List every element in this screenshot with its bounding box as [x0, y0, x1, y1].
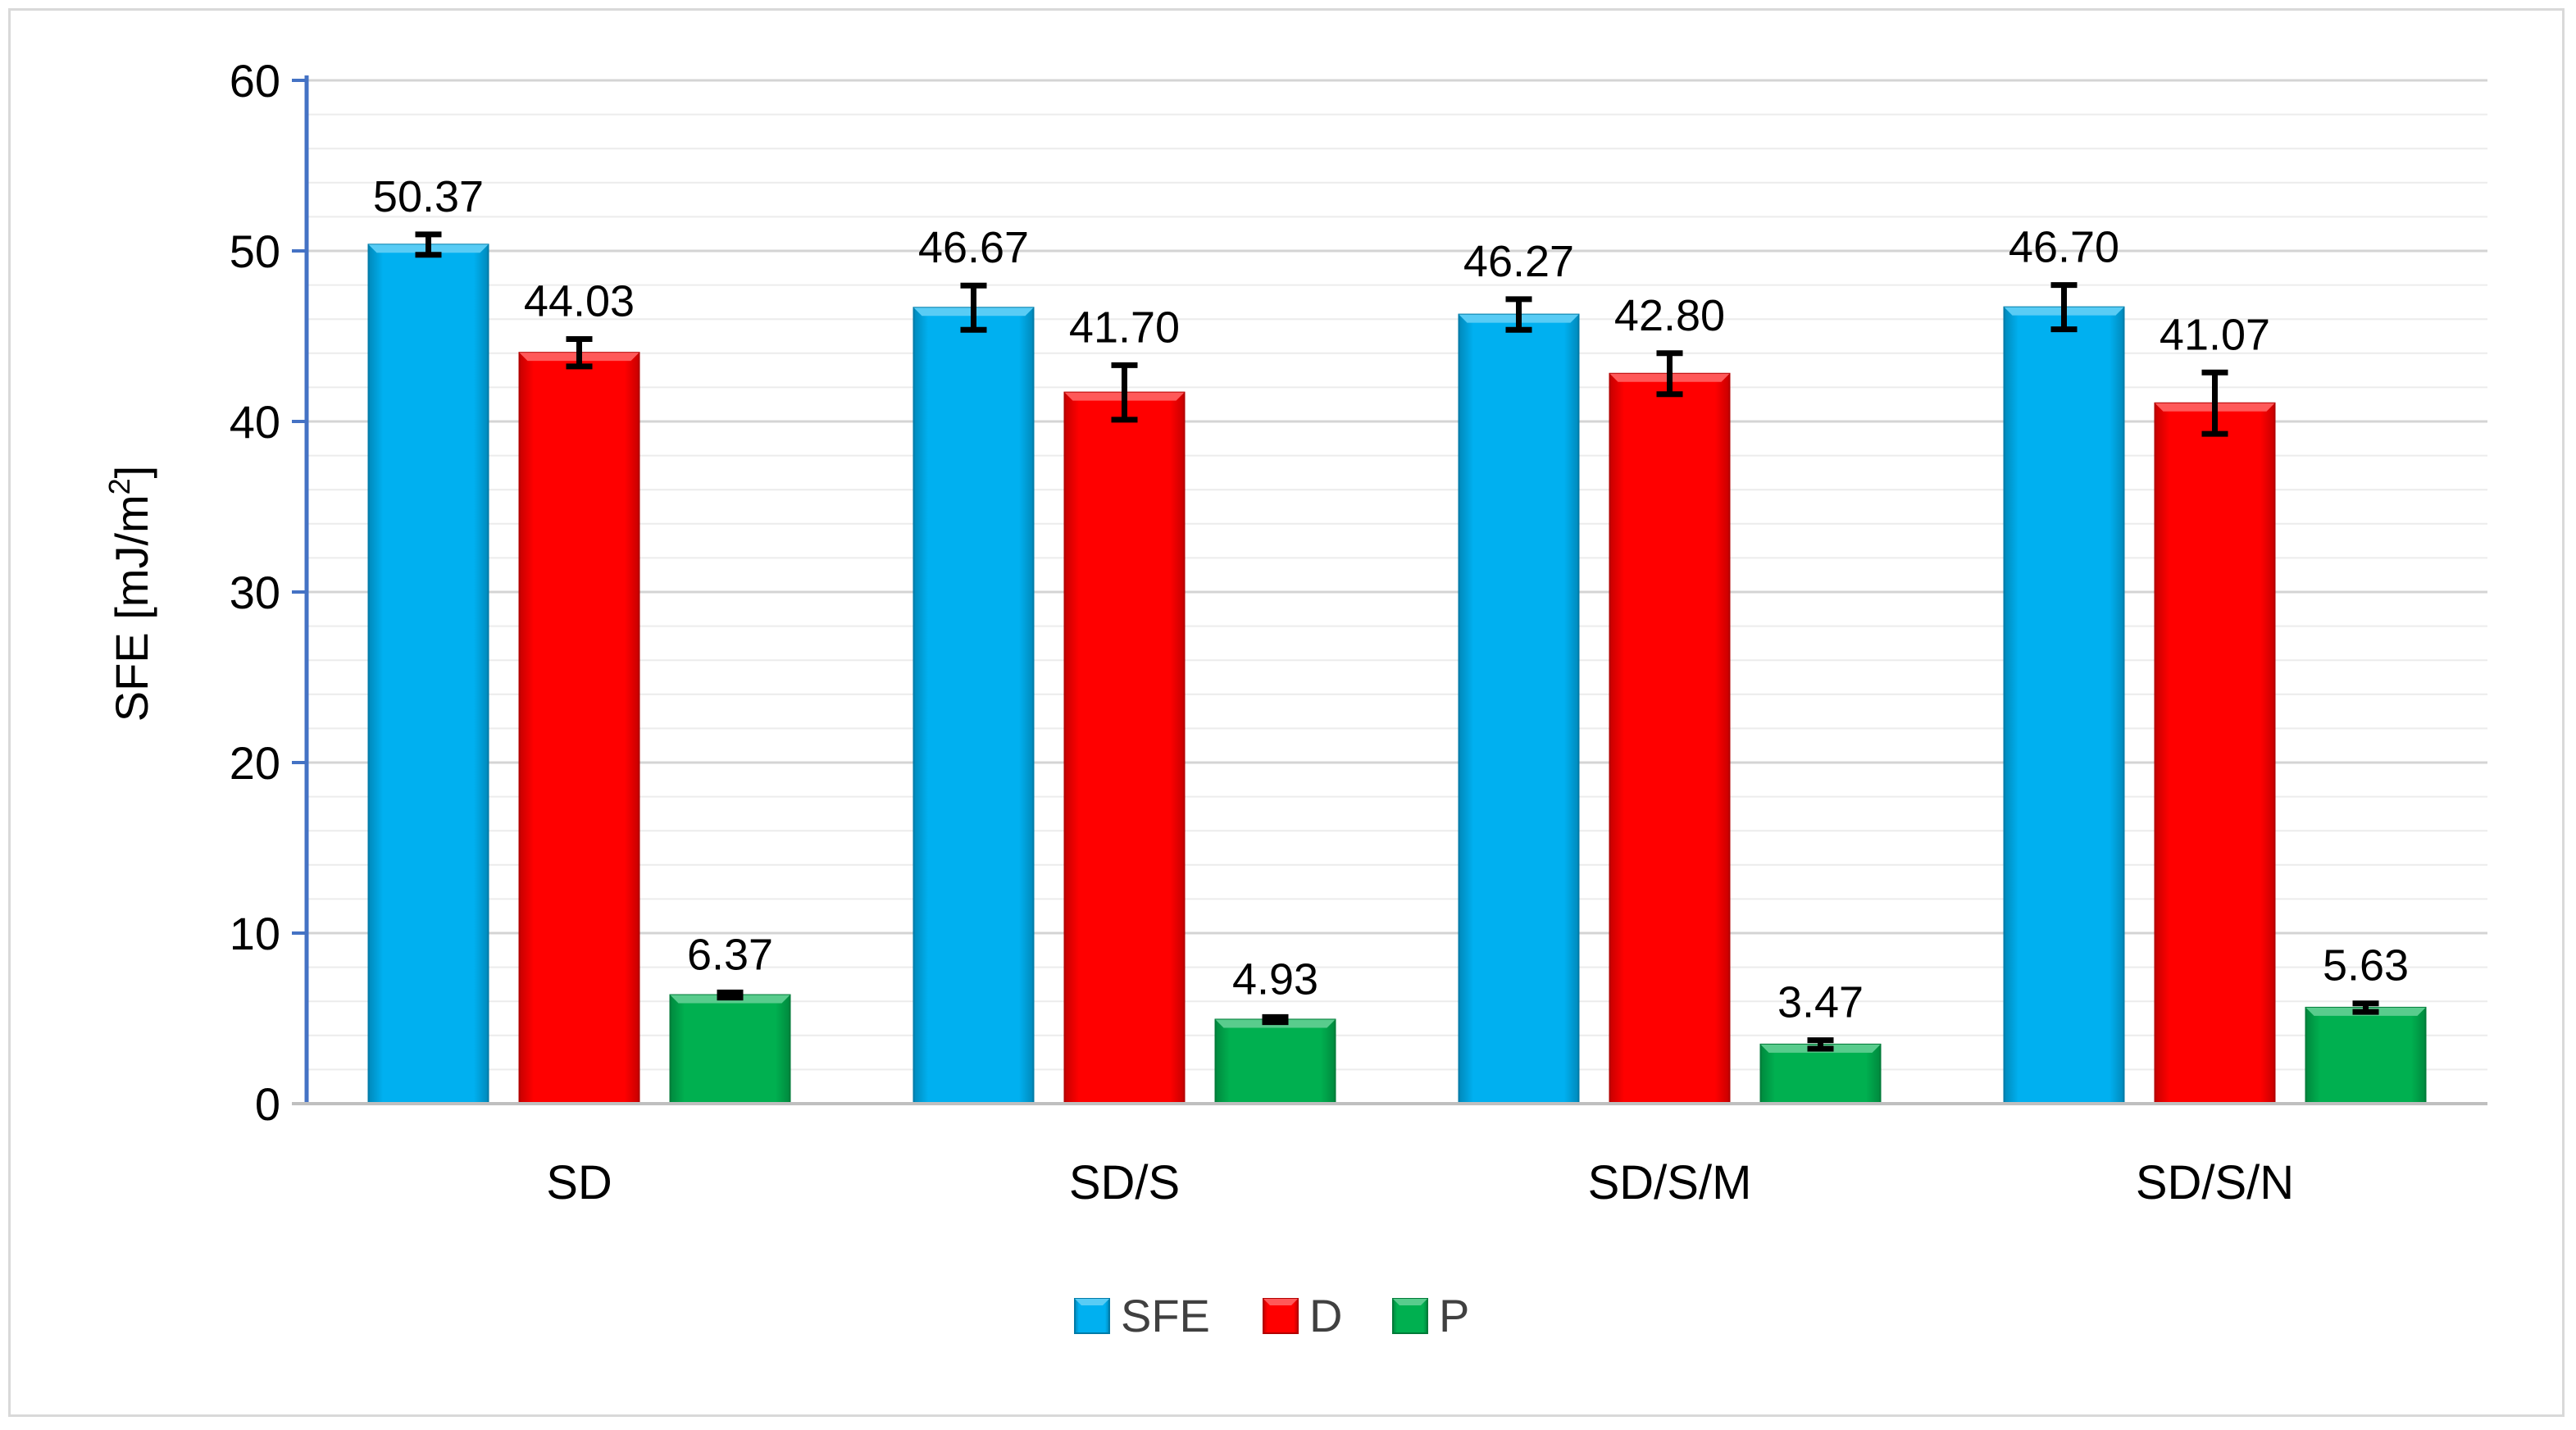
y-tick-label: 60 — [230, 55, 280, 107]
bar-group — [1063, 362, 1186, 1104]
data-label: 3.47 — [1777, 978, 1864, 1027]
bar-p-sd — [669, 994, 791, 1105]
y-axis-title-suffix: ] — [106, 466, 157, 479]
y-tick-label: 40 — [230, 396, 280, 448]
legend-label: D — [1309, 1290, 1342, 1341]
legend-label: P — [1439, 1290, 1469, 1341]
bar-sfe-sd-s — [913, 307, 1035, 1105]
x-tick-label: SD/S — [1069, 1156, 1180, 1209]
legend-swatch-bevel — [1263, 1299, 1298, 1305]
data-label: 46.27 — [1463, 237, 1574, 286]
legend: SFE D P — [1074, 1290, 1469, 1341]
x-tick-label: SD/S/N — [2136, 1156, 2294, 1209]
y-tick-label: 30 — [230, 567, 280, 618]
data-label: 5.63 — [2323, 941, 2409, 991]
data-label: 4.93 — [1232, 954, 1318, 1004]
legend-item-p: P — [1392, 1290, 1469, 1341]
data-labels: 50.37 44.03 6.37 46.67 41.70 4.93 46.27 42.80 3.… — [373, 172, 2409, 1027]
bar-sfe-sd-s-n — [2003, 306, 2125, 1104]
data-label: 42.80 — [1614, 291, 1725, 340]
y-tick-label: 10 — [230, 908, 280, 959]
y-axis-title: SFE [mJ/m2] — [102, 466, 157, 722]
data-label: 41.70 — [1069, 303, 1180, 352]
y-tick-label: 20 — [230, 737, 280, 789]
axes: 0 10 20 30 40 50 60 SD SD/S SD/S/M SD/S/N — [230, 55, 2487, 1209]
bar-group — [669, 989, 791, 1105]
data-label: 46.67 — [918, 223, 1029, 272]
bar-group — [367, 231, 489, 1105]
y-axis-title-superscript: 2 — [102, 478, 136, 494]
bar-d-sd-s-n — [2154, 402, 2276, 1104]
bar-p-sd-s-n — [2305, 1006, 2427, 1104]
data-label: 6.37 — [687, 930, 773, 979]
y-tick-label: 0 — [255, 1078, 280, 1130]
y-axis-title-main: SFE [mJ/m — [106, 494, 157, 722]
bar-group — [1759, 1037, 1882, 1104]
bar-d-sd-s-m — [1609, 372, 1731, 1104]
bar-group — [518, 336, 640, 1104]
bar-d-sd — [518, 352, 640, 1104]
bar-group — [913, 282, 1035, 1105]
legend-item-d: D — [1263, 1290, 1342, 1341]
legend-item-sfe: SFE — [1074, 1290, 1210, 1341]
x-tick-label: SD/S/M — [1588, 1156, 1752, 1209]
x-tick-label: SD — [546, 1156, 612, 1209]
bar-p-sd-s — [1214, 1018, 1336, 1105]
data-label: 46.70 — [2009, 223, 2119, 272]
bar-group — [1609, 350, 1731, 1104]
data-label: 41.07 — [2160, 310, 2270, 359]
legend-swatch-bevel — [1075, 1299, 1109, 1305]
bar-group — [1458, 296, 1580, 1105]
data-label: 50.37 — [373, 172, 484, 221]
bar-sfe-sd — [367, 244, 489, 1105]
legend-swatch-bevel — [1393, 1299, 1427, 1305]
legend-label: SFE — [1121, 1290, 1210, 1341]
bar-group — [2154, 369, 2276, 1104]
data-label: 44.03 — [524, 277, 635, 326]
bar-sfe-sd-s-m — [1458, 313, 1580, 1105]
bar-group — [2003, 282, 2125, 1104]
bars — [367, 231, 2427, 1105]
bar-p-sd-s-m — [1759, 1043, 1882, 1104]
y-tick-label: 50 — [230, 225, 280, 277]
bar-d-sd-s — [1063, 391, 1186, 1104]
bar-group — [1214, 1013, 1336, 1105]
bar-group — [2305, 1000, 2427, 1104]
